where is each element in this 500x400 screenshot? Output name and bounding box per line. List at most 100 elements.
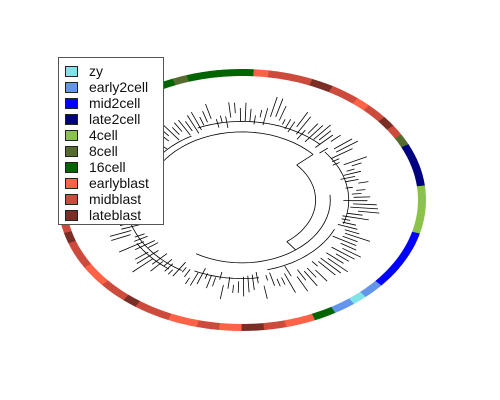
- leaf-branch: [135, 251, 149, 260]
- leaf-branch: [247, 275, 250, 293]
- legend-swatch: [65, 161, 78, 173]
- legend-swatch: [65, 177, 78, 189]
- legend-label: 8cell: [89, 143, 118, 159]
- leaf-branch: [205, 103, 212, 120]
- ring-tile-zy: [348, 295, 360, 305]
- ring-tile-lateblast: [382, 121, 394, 130]
- legend-label: late2cell: [89, 111, 141, 127]
- leaf-branch: [134, 233, 145, 238]
- clade-branch: [324, 151, 350, 224]
- leaf-branch: [306, 267, 317, 278]
- legend-item-lateblast: lateblast: [65, 207, 141, 223]
- leaf-branch: [311, 260, 318, 267]
- leaf-branch: [172, 127, 180, 135]
- leaf-branch: [284, 273, 296, 293]
- legend-swatch: [65, 145, 78, 157]
- ring-tile-lateblast: [128, 297, 140, 307]
- leaf-branch: [336, 140, 358, 153]
- ring-tile-16cell: [165, 78, 176, 88]
- ring-tile-midblast: [196, 320, 206, 329]
- leaf-branch: [148, 242, 159, 248]
- leaf-branch: [333, 138, 353, 150]
- ring-tile-earlyblast: [253, 69, 262, 77]
- leaf-branch: [186, 115, 200, 134]
- leaf-branch: [351, 193, 362, 195]
- leaf-branch: [335, 253, 350, 262]
- leaf-branch: [326, 252, 344, 264]
- leaf-branch: [342, 235, 358, 243]
- ring-tile-midblast: [262, 322, 272, 331]
- leaf-branch: [237, 281, 240, 293]
- ring-tile-lateblast: [63, 230, 74, 239]
- leaf-branch: [163, 258, 173, 267]
- ring-tile-lateblast: [123, 294, 135, 304]
- leaf-branch: [320, 257, 342, 274]
- leaf-branch: [151, 253, 168, 265]
- ring-tile-late2cell: [404, 149, 415, 157]
- ring-tile-earlyblast: [352, 98, 364, 108]
- leaf-branch: [337, 224, 358, 230]
- leaf-branch: [319, 147, 329, 154]
- ring-tile-earlyblast: [88, 268, 100, 277]
- ring-tile-earlyblast: [304, 313, 316, 323]
- ring-tile-4cell: [416, 211, 426, 218]
- ring-tile-early2cell: [360, 288, 372, 298]
- ring-tile-4cell: [415, 216, 425, 224]
- leaf-branch: [251, 274, 255, 291]
- leaf-branch: [342, 221, 357, 226]
- leaf-branch: [111, 234, 131, 241]
- leaf-branch: [287, 121, 296, 133]
- leaf-branch: [173, 122, 183, 132]
- leaf-branch: [296, 276, 309, 292]
- ring-tile-midblast: [203, 321, 213, 330]
- leaf-branch: [278, 105, 287, 121]
- clade-branch: [195, 194, 331, 264]
- ring-tile-midblast: [80, 259, 92, 268]
- dendrogram-tree: [97, 96, 380, 300]
- legend-item-midblast: midblast: [65, 191, 141, 207]
- ring-tile-midblast: [112, 287, 124, 297]
- leaf-branch: [281, 277, 286, 285]
- ring-tile-16cell: [223, 69, 232, 77]
- leaf-branch: [342, 247, 362, 258]
- leaf-branch: [275, 98, 284, 117]
- leaf-branch: [262, 108, 269, 126]
- ring-tile-midblast: [211, 322, 220, 330]
- leaf-branch: [259, 109, 263, 118]
- ring-tile-earlyblast: [181, 317, 192, 326]
- leaf-branch: [295, 116, 312, 135]
- leaf-branch: [253, 115, 256, 125]
- leaf-branch: [119, 241, 145, 253]
- legend-swatch: [65, 209, 78, 221]
- leaf-branch: [332, 162, 340, 166]
- ring-tile-4cell: [413, 221, 424, 229]
- legend-label: midblast: [89, 191, 142, 207]
- legend-item-4cell: 4cell: [65, 127, 118, 143]
- ring-tile-16cell: [208, 70, 218, 79]
- leaf-branch: [356, 189, 366, 191]
- leaf-branch: [341, 218, 351, 221]
- ring-tile-earlyblast: [284, 318, 294, 328]
- ring-tile-earlyblast: [167, 313, 179, 323]
- ring-tile-midblast: [363, 105, 375, 115]
- ring-tile-midblast: [334, 88, 346, 98]
- ring-tile-16cell: [193, 72, 204, 81]
- leaf-branch: [215, 118, 220, 128]
- leaf-branch: [347, 212, 363, 216]
- leaf-branch: [150, 261, 164, 272]
- leaf-branch: [202, 111, 208, 123]
- leaf-branch: [265, 274, 268, 281]
- leaf-branch: [249, 108, 252, 122]
- ring-tile-early2cell: [343, 298, 355, 308]
- leaf-branch: [185, 121, 193, 132]
- ring-tile-earlyblast: [260, 69, 270, 78]
- leaf-branch: [318, 261, 336, 276]
- ring-tile-mid2cell: [388, 264, 400, 273]
- ring-tile-16cell: [216, 69, 225, 78]
- leaf-branch: [315, 269, 328, 282]
- ring-tile-4cell: [417, 196, 426, 202]
- leaf-branch: [234, 102, 236, 114]
- ring-tile-8cell: [179, 74, 190, 84]
- ring-tile-midblast: [101, 280, 113, 290]
- leaf-branch: [330, 148, 353, 159]
